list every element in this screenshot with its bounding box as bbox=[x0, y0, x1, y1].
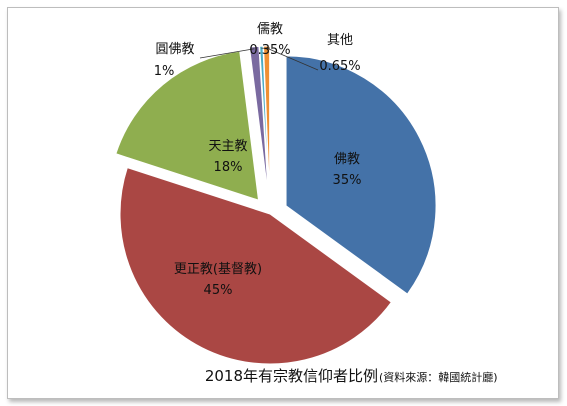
slice-value-label: 35% bbox=[333, 173, 362, 188]
pie-slices bbox=[115, 45, 437, 365]
slice-value-label: 0.35% bbox=[249, 43, 290, 58]
slice-label: 佛教 bbox=[334, 151, 360, 167]
slice-value-label: 18% bbox=[214, 160, 243, 175]
slice-value-label: 0.65% bbox=[319, 59, 360, 74]
pie-slice bbox=[119, 167, 393, 365]
slice-labels: 佛教 35% 更正教(基督教) 45% 天主教 18% 圓佛教 1% 儒教 0.35% 其他 0.65… bbox=[154, 21, 362, 298]
slice-label: 天主教 bbox=[208, 138, 247, 154]
pie-slice bbox=[248, 45, 269, 197]
slice-label: 儒教 bbox=[257, 21, 283, 37]
slice-value-label: 45% bbox=[204, 283, 233, 298]
chart-subtitle: (資料來源：韓國統計廳) bbox=[379, 370, 498, 384]
slice-label: 更正教(基督教) bbox=[174, 261, 262, 277]
pie-slice bbox=[285, 55, 437, 295]
slice-value-label: 1% bbox=[154, 64, 175, 79]
slice-label: 圓佛教 bbox=[155, 41, 194, 57]
leader-line bbox=[266, 47, 319, 71]
leader-lines bbox=[199, 47, 319, 71]
leader-line bbox=[199, 48, 255, 59]
pie-slice bbox=[259, 45, 270, 197]
chart-title: 2018年有宗教信仰者比例 bbox=[205, 367, 378, 385]
pie-slice bbox=[262, 45, 271, 197]
slice-label: 其他 bbox=[327, 33, 353, 48]
